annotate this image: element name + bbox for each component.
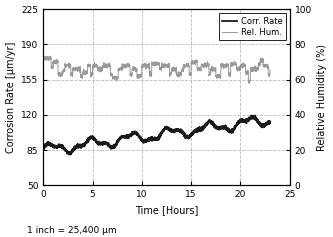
Rel. Hum.: [231, 64, 235, 67]
Rel. Hum.: [119, 66, 123, 69]
Rel. Hum.: [247, 82, 251, 85]
Rel. Hum.: [168, 73, 172, 76]
Corr. Rate: [163, 126, 167, 128]
Corr. Rate: [231, 129, 235, 132]
Rel. Hum.: [163, 64, 167, 66]
Corr. Rate: [215, 127, 219, 129]
Corr. Rate: [41, 146, 45, 149]
X-axis label: Time [Hours]: Time [Hours]: [135, 205, 198, 215]
Y-axis label: Corrosion Rate [μm/yr]: Corrosion Rate [μm/yr]: [6, 41, 16, 153]
Corr. Rate: [69, 153, 73, 156]
Y-axis label: Relative Humidity (%): Relative Humidity (%): [317, 44, 327, 151]
Legend: Corr. Rate, Rel. Hum.: Corr. Rate, Rel. Hum.: [219, 13, 286, 40]
Rel. Hum.: [73, 68, 77, 71]
Corr. Rate: [268, 121, 272, 124]
Rel. Hum.: [215, 75, 219, 78]
Rel. Hum.: [41, 57, 45, 60]
Corr. Rate: [253, 114, 257, 117]
Corr. Rate: [119, 137, 123, 140]
Rel. Hum.: [268, 68, 272, 71]
Text: 1 inch = 25,400 μm: 1 inch = 25,400 μm: [27, 226, 116, 235]
Line: Corr. Rate: Corr. Rate: [43, 115, 270, 155]
Corr. Rate: [73, 146, 77, 149]
Line: Rel. Hum.: Rel. Hum.: [43, 56, 270, 84]
Rel. Hum.: [49, 55, 53, 57]
Corr. Rate: [168, 129, 172, 132]
